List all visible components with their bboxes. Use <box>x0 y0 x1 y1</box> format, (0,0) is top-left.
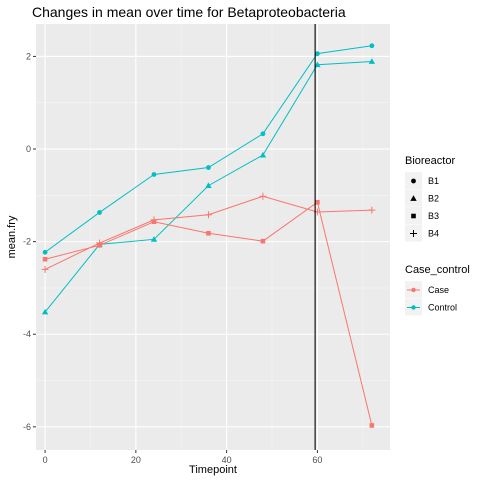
legend-point <box>411 305 416 310</box>
data-point-triangle <box>314 61 321 68</box>
y-axis: -6 -4 -2 0 2 <box>23 51 36 432</box>
data-point-plus <box>368 206 376 214</box>
data-point-plus <box>259 192 267 200</box>
data-point-square <box>260 238 266 244</box>
x-tick-label: 60 <box>312 455 322 465</box>
x-tick-label: 0 <box>43 455 48 465</box>
data-point-triangle <box>41 308 49 315</box>
minor-gridlines <box>36 24 390 450</box>
major-gridlines <box>36 24 390 450</box>
x-tick-label: 40 <box>222 455 232 465</box>
data-point-triangle <box>259 151 267 158</box>
data-point-circle <box>206 165 211 170</box>
legend-label: B4 <box>428 229 439 239</box>
data-point-circle <box>151 172 157 177</box>
legend-label: Control <box>428 303 457 313</box>
y-axis-title: mean.fry <box>6 215 18 258</box>
data-point-square <box>42 256 48 262</box>
legend-title: Bioreactor <box>405 155 455 167</box>
y-tick-label: 2 <box>26 51 31 61</box>
data-point-triangle <box>205 182 212 189</box>
plot-panel <box>36 24 390 450</box>
series-layer <box>41 43 376 428</box>
legend-label: B2 <box>428 194 439 204</box>
legend-symbol-circle <box>411 178 416 184</box>
data-point-circle <box>369 43 375 49</box>
legend-label: Case <box>428 285 449 295</box>
legend-symbol-triangle <box>410 195 417 201</box>
data-point-circle <box>42 249 48 255</box>
chart-title: Changes in mean over time for Betaproteo… <box>32 4 346 20</box>
data-point-plus <box>204 211 212 219</box>
x-tick-label: 20 <box>131 455 141 465</box>
data-point-plus <box>41 265 49 273</box>
data-point-circle <box>314 51 320 57</box>
legend: Bioreactor B1 B2 B3 B4 Case_control Case Contro… <box>405 155 470 316</box>
legend-label: B3 <box>428 211 439 221</box>
y-tick-label: -2 <box>23 237 31 247</box>
data-point-square <box>315 199 320 205</box>
x-axis: 0 20 40 60 <box>43 450 322 465</box>
legend-label: B1 <box>428 176 439 186</box>
data-point-triangle <box>368 58 376 64</box>
x-axis-title: Timepoint <box>189 464 237 476</box>
y-tick-label: -6 <box>23 422 31 432</box>
legend-symbol-plus <box>410 230 417 237</box>
data-point-plus <box>150 216 158 224</box>
data-point-triangle <box>150 236 158 242</box>
data-point-square <box>206 230 211 236</box>
legend-point <box>411 287 416 293</box>
data-point-plus <box>96 239 104 247</box>
data-point-circle <box>260 131 266 137</box>
data-point-square <box>369 423 375 428</box>
legend-symbol-square <box>411 213 416 219</box>
y-tick-label: 0 <box>26 144 31 154</box>
data-point-circle <box>97 210 102 215</box>
legend-title: Case_control <box>405 264 470 276</box>
y-tick-label: -4 <box>23 329 31 339</box>
